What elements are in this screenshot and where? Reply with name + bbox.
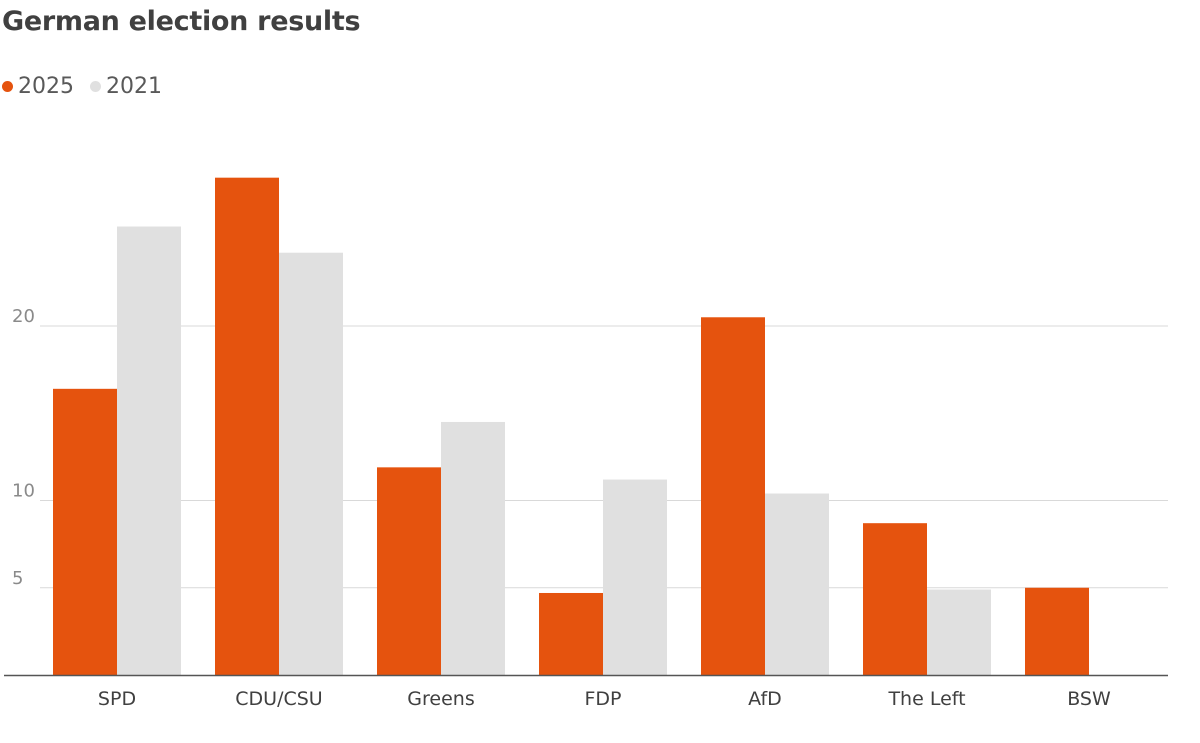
legend: 2025 2021: [2, 74, 178, 99]
y-tick-label-5: 5: [12, 568, 23, 589]
bar-2021-cdu-csu: [279, 252, 343, 675]
bar-2025-cdu-csu: [215, 177, 279, 676]
bars: [53, 177, 1089, 676]
bar-2025-greens: [377, 467, 441, 675]
x-tick-label-the-left: The Left: [887, 688, 965, 710]
legend-label-2021: 2021: [106, 74, 162, 99]
x-tick-label-afd: AfD: [748, 688, 782, 710]
gridlines: 5 10 20: [12, 306, 1168, 589]
x-axis: SPD CDU/CSU Greens FDP AfD The Left BSW: [4, 674, 1168, 710]
legend-swatch-2025: [2, 81, 13, 92]
bar-2021-spd: [117, 226, 181, 675]
bar-2021-afd: [765, 493, 829, 675]
bar-2021-fdp: [603, 479, 667, 675]
legend-swatch-2021: [90, 81, 101, 92]
x-tick-label-greens: Greens: [407, 688, 474, 710]
legend-item-2025: 2025: [2, 74, 74, 99]
legend-item-2021: 2021: [90, 74, 162, 99]
bar-2025-fdp: [539, 592, 603, 675]
y-tick-label-10: 10: [12, 481, 35, 502]
bar-2025-bsw: [1025, 587, 1089, 675]
y-tick-label-20: 20: [12, 306, 35, 327]
bar-2021-the-left: [927, 589, 991, 675]
bar-2025-afd: [701, 317, 765, 675]
bar-2025-spd: [53, 388, 117, 675]
x-tick-label-spd: SPD: [98, 688, 136, 710]
bar-2025-the-left: [863, 523, 927, 675]
x-tick-label-cdu-csu: CDU/CSU: [235, 688, 322, 710]
chart-title: German election results: [2, 6, 361, 37]
x-tick-label-bsw: BSW: [1067, 688, 1111, 710]
legend-label-2025: 2025: [18, 74, 74, 99]
x-tick-label-fdp: FDP: [584, 688, 621, 710]
bar-2021-greens: [441, 421, 505, 675]
